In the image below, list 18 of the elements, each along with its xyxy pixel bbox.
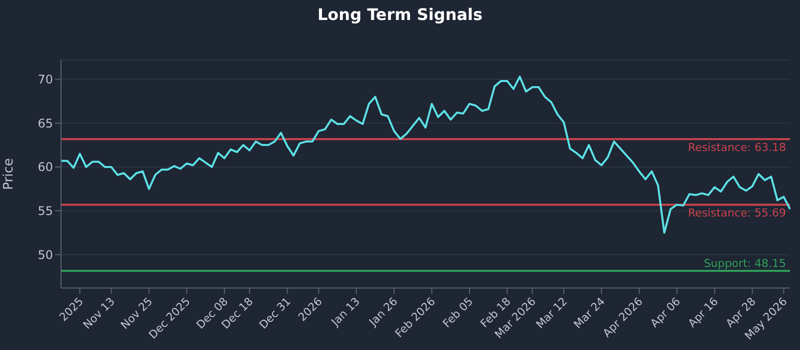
ref-line-label: Resistance: 55.69	[688, 206, 786, 220]
x-tick-label: Apr 16	[686, 294, 721, 330]
x-tick-label: Mar 12	[534, 294, 570, 332]
line-series	[60, 76, 791, 234]
y-tick-label: 65	[38, 116, 53, 130]
y-tick-label: 50	[38, 248, 53, 262]
x-tick-label: Dec 31	[256, 294, 294, 332]
x-tick-label: Feb 05	[440, 294, 476, 330]
chart-title: Long Term Signals	[316, 5, 484, 24]
x-tick-label: Jan 13	[328, 294, 362, 330]
y-tick-label: 70	[38, 72, 53, 87]
x-tick-label: Apr 06	[648, 294, 683, 330]
y-axis-title: Price	[2, 158, 17, 190]
y-tick-label: 55	[38, 204, 53, 218]
ref-line-label: Support: 48.15	[704, 256, 786, 270]
x-tick-label: Jan 26	[366, 294, 400, 330]
ref-line-label: Resistance: 63.18	[688, 140, 786, 154]
y-tick-label: 60	[38, 160, 53, 174]
